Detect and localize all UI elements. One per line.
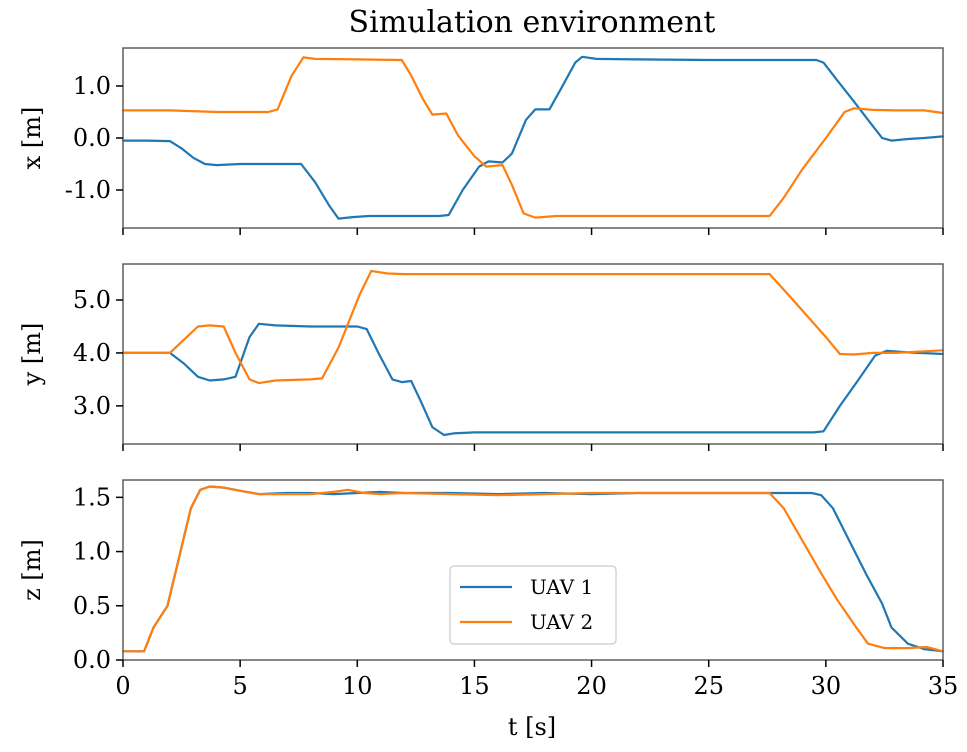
plot-frame <box>122 263 944 445</box>
legend-label: UAV 1 <box>530 575 593 599</box>
plot-frame <box>122 47 944 229</box>
y-tick-label: 1.0 <box>73 72 111 100</box>
chart-title: Simulation environment <box>349 5 716 40</box>
x-tick-label: 10 <box>342 672 373 700</box>
y-axis-label: z [m] <box>18 539 46 601</box>
subplot-x: 1.0 0.0 -1.0 x [m] <box>18 47 945 235</box>
subplot-z: 1.51.00.50.00 5 10 15 20 25 30 35z [m] UAV 1UAV … <box>18 479 959 700</box>
x-tick-label: 35 <box>928 672 959 700</box>
y-tick-label: 0.0 <box>73 646 111 674</box>
legend: UAV 1 UAV 2 <box>449 565 617 645</box>
y-tick-label: 3.0 <box>73 392 111 420</box>
y-tick-label: 0.5 <box>73 592 111 620</box>
x-tick-label: 15 <box>459 672 490 700</box>
series-line-uav-1 <box>121 322 945 437</box>
x-tick-label: 5 <box>233 672 248 700</box>
legend-label: UAV 2 <box>530 610 593 634</box>
series-line-uav-2 <box>121 269 945 385</box>
y-axis-label: y [m] <box>18 323 46 387</box>
x-axis-label: t [s] <box>508 713 556 741</box>
y-tick-label: 1.5 <box>73 483 111 511</box>
x-tick-label: 30 <box>811 672 842 700</box>
legend-box <box>449 565 617 645</box>
x-tick-label: 0 <box>115 672 130 700</box>
y-tick-label: 1.0 <box>73 538 111 566</box>
x-tick-label: 20 <box>576 672 607 700</box>
series-line-uav-2 <box>121 56 945 219</box>
y-tick-label: -1.0 <box>65 176 111 204</box>
subplot-y: 5.0 4.0 3.0 y [m] <box>18 263 945 451</box>
x-tick-label: 25 <box>693 672 724 700</box>
y-axis-label: x [m] <box>18 107 46 170</box>
y-tick-label: 4.0 <box>73 339 111 367</box>
y-tick-label: 0.0 <box>73 124 111 152</box>
plot-frame <box>122 479 944 661</box>
series-line-uav-1 <box>121 55 945 220</box>
y-tick-label: 5.0 <box>73 286 111 314</box>
series-line-uav-2 <box>121 485 945 653</box>
